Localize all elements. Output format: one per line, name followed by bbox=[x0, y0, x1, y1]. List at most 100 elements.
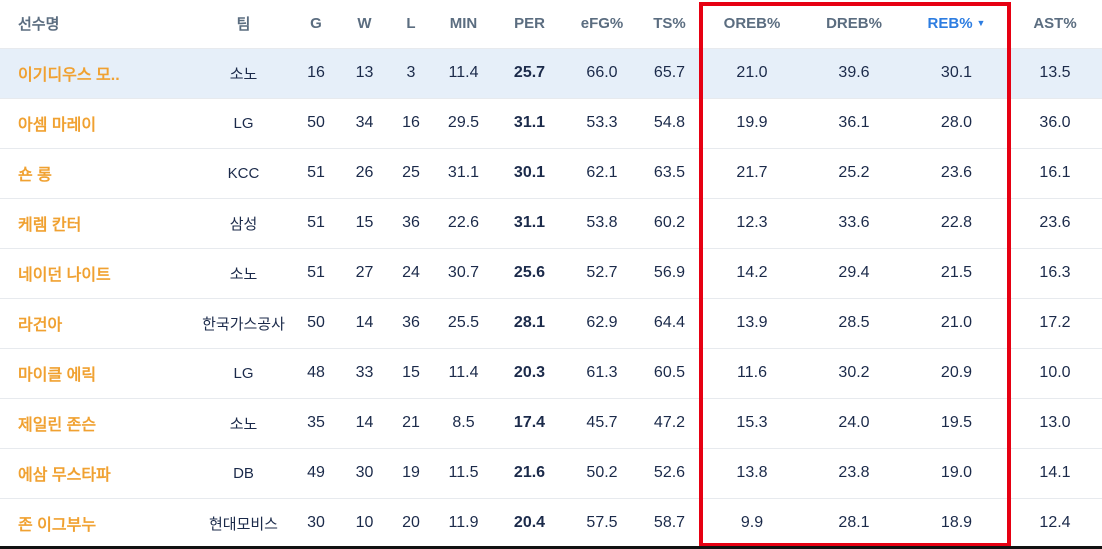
cell-efg: 53.8 bbox=[566, 198, 638, 249]
player-row: 에삼 무스타파 DB 49 30 19 11.5 21.6 50.2 52.6 13.8 23.8 1… bbox=[0, 448, 1102, 499]
cell-name[interactable]: 숀 롱 bbox=[0, 148, 196, 199]
cell-ast: 10.0 bbox=[1008, 348, 1102, 399]
cell-name[interactable]: 라건아 bbox=[0, 298, 196, 349]
cell-name[interactable]: 존 이그부누 bbox=[0, 498, 196, 549]
cell-name[interactable]: 아셈 마레이 bbox=[0, 98, 196, 149]
cell-team: DB bbox=[196, 448, 291, 499]
player-row: 케렘 칸터 삼성 51 15 36 22.6 31.1 53.8 60.2 12.3 33.6 22.… bbox=[0, 198, 1102, 249]
column-header-ts[interactable]: TS% bbox=[638, 0, 701, 49]
cell-oreb: 13.9 bbox=[701, 298, 803, 349]
cell-name[interactable]: 에삼 무스타파 bbox=[0, 448, 196, 499]
cell-g: 49 bbox=[291, 448, 341, 499]
cell-w: 30 bbox=[341, 448, 388, 499]
cell-name[interactable]: 마이클 에릭 bbox=[0, 348, 196, 399]
cell-per: 20.3 bbox=[493, 348, 566, 399]
cell-per: 25.6 bbox=[493, 248, 566, 299]
column-label: L bbox=[406, 15, 416, 33]
cell-g: 51 bbox=[291, 248, 341, 299]
cell-ast: 13.0 bbox=[1008, 398, 1102, 449]
column-header-dreb[interactable]: DREB% bbox=[803, 0, 905, 49]
cell-g: 51 bbox=[291, 148, 341, 199]
cell-reb: 20.9 bbox=[905, 348, 1008, 399]
cell-min: 31.1 bbox=[434, 148, 493, 199]
cell-reb: 23.6 bbox=[905, 148, 1008, 199]
cell-g: 48 bbox=[291, 348, 341, 399]
player-row: 존 이그부누 현대모비스 30 10 20 11.9 20.4 57.5 58.7 9.9 28.1… bbox=[0, 498, 1102, 549]
cell-dreb: 29.4 bbox=[803, 248, 905, 299]
cell-reb: 22.8 bbox=[905, 198, 1008, 249]
column-header-reb[interactable]: REB% ▼ bbox=[905, 0, 1008, 49]
cell-efg: 57.5 bbox=[566, 498, 638, 549]
cell-per: 28.1 bbox=[493, 298, 566, 349]
cell-efg: 50.2 bbox=[566, 448, 638, 499]
cell-ts: 65.7 bbox=[638, 48, 701, 99]
column-header-g[interactable]: G bbox=[291, 0, 341, 49]
cell-name[interactable]: 이기디우스 모.. bbox=[0, 48, 196, 99]
player-row: 마이클 에릭 LG 48 33 15 11.4 20.3 61.3 60.5 11.6 30.2 20… bbox=[0, 348, 1102, 399]
column-label: DREB% bbox=[826, 15, 882, 33]
cell-ast: 17.2 bbox=[1008, 298, 1102, 349]
cell-ast: 36.0 bbox=[1008, 98, 1102, 149]
sort-descending-icon: ▼ bbox=[976, 18, 986, 29]
table-body: 이기디우스 모.. 소노 16 13 3 11.4 25.7 66.0 65.7 21.0 39.6… bbox=[0, 48, 1102, 549]
cell-oreb: 14.2 bbox=[701, 248, 803, 299]
cell-min: 30.7 bbox=[434, 248, 493, 299]
column-header-ast[interactable]: AST% bbox=[1008, 0, 1102, 49]
cell-per: 31.1 bbox=[493, 98, 566, 149]
cell-efg: 61.3 bbox=[566, 348, 638, 399]
cell-per: 30.1 bbox=[493, 148, 566, 199]
cell-l: 21 bbox=[388, 398, 434, 449]
column-header-efg[interactable]: eFG% bbox=[566, 0, 638, 49]
cell-reb: 19.5 bbox=[905, 398, 1008, 449]
cell-g: 50 bbox=[291, 98, 341, 149]
cell-team: 소노 bbox=[196, 248, 291, 299]
cell-w: 10 bbox=[341, 498, 388, 549]
cell-efg: 53.3 bbox=[566, 98, 638, 149]
cell-efg: 62.1 bbox=[566, 148, 638, 199]
column-header-name[interactable]: 선수명 bbox=[0, 0, 196, 49]
cell-reb: 28.0 bbox=[905, 98, 1008, 149]
column-header-team[interactable]: 팀 bbox=[196, 0, 291, 49]
cell-team: 한국가스공사 bbox=[196, 298, 291, 349]
table-header: 선수명 팀 G W L MIN PER eFG% TS% OREB% DREB% REB% ▼ AST% bbox=[0, 0, 1102, 49]
cell-w: 26 bbox=[341, 148, 388, 199]
cell-g: 51 bbox=[291, 198, 341, 249]
cell-reb: 18.9 bbox=[905, 498, 1008, 549]
cell-name[interactable]: 네이던 나이트 bbox=[0, 248, 196, 299]
cell-w: 34 bbox=[341, 98, 388, 149]
cell-w: 27 bbox=[341, 248, 388, 299]
cell-per: 31.1 bbox=[493, 198, 566, 249]
player-row: 네이던 나이트 소노 51 27 24 30.7 25.6 52.7 56.9 14.2 29.4 2… bbox=[0, 248, 1102, 299]
cell-ts: 60.2 bbox=[638, 198, 701, 249]
cell-name[interactable]: 케렘 칸터 bbox=[0, 198, 196, 249]
cell-l: 20 bbox=[388, 498, 434, 549]
column-label: W bbox=[357, 15, 372, 33]
player-row: 제일린 존슨 소노 35 14 21 8.5 17.4 45.7 47.2 15.3 24.0 19.… bbox=[0, 398, 1102, 449]
cell-ts: 60.5 bbox=[638, 348, 701, 399]
player-row: 숀 롱 KCC 51 26 25 31.1 30.1 62.1 63.5 21.7 25.2 23.6… bbox=[0, 148, 1102, 199]
column-header-l[interactable]: L bbox=[388, 0, 434, 49]
cell-team: LG bbox=[196, 98, 291, 149]
cell-g: 30 bbox=[291, 498, 341, 549]
cell-oreb: 19.9 bbox=[701, 98, 803, 149]
cell-oreb: 15.3 bbox=[701, 398, 803, 449]
cell-ts: 63.5 bbox=[638, 148, 701, 199]
column-header-oreb[interactable]: OREB% bbox=[701, 0, 803, 49]
cell-team: 현대모비스 bbox=[196, 498, 291, 549]
cell-oreb: 21.0 bbox=[701, 48, 803, 99]
cell-per: 21.6 bbox=[493, 448, 566, 499]
column-header-w[interactable]: W bbox=[341, 0, 388, 49]
column-header-min[interactable]: MIN bbox=[434, 0, 493, 49]
cell-reb: 21.5 bbox=[905, 248, 1008, 299]
cell-w: 14 bbox=[341, 398, 388, 449]
cell-per: 20.4 bbox=[493, 498, 566, 549]
cell-w: 14 bbox=[341, 298, 388, 349]
cell-l: 15 bbox=[388, 348, 434, 399]
cell-g: 50 bbox=[291, 298, 341, 349]
cell-dreb: 33.6 bbox=[803, 198, 905, 249]
cell-team: 소노 bbox=[196, 48, 291, 99]
cell-name[interactable]: 제일린 존슨 bbox=[0, 398, 196, 449]
column-header-per[interactable]: PER bbox=[493, 0, 566, 49]
column-label: OREB% bbox=[723, 15, 781, 33]
